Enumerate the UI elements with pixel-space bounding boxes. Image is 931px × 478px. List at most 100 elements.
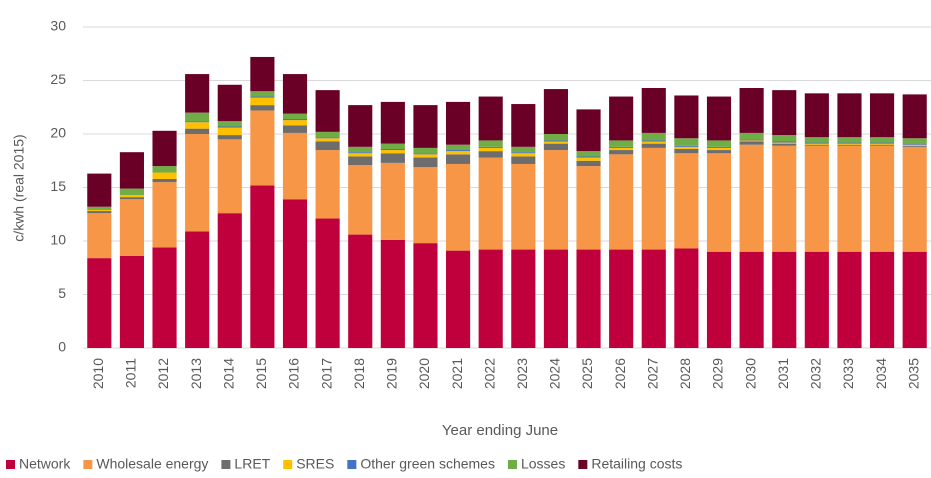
bar-segment [413, 167, 438, 244]
x-tick-label: 2019 [384, 358, 400, 389]
bar-segment [706, 140, 732, 147]
x-tick-label: 2025 [579, 358, 595, 389]
x-tick-label: 2015 [253, 358, 269, 389]
legend-label: Network [19, 456, 71, 472]
bar-segment [413, 243, 438, 348]
bar-segment [576, 249, 601, 348]
bar-segment [674, 138, 699, 146]
bar-segment [641, 147, 666, 250]
bar-segment [739, 140, 764, 142]
bar-segment [478, 147, 503, 152]
bar-segment [902, 143, 927, 145]
bar-segment [870, 93, 895, 138]
bar-segment [641, 141, 666, 144]
bar-segment [641, 143, 666, 148]
y-tick-label: 30 [50, 18, 66, 34]
x-tick-label: 2030 [742, 358, 758, 389]
bar-segment [870, 142, 895, 144]
bar-segment [641, 140, 666, 142]
bar-segment [446, 250, 471, 348]
bar-segment [609, 147, 634, 151]
bar-segment [348, 146, 373, 153]
legend-swatch [221, 460, 231, 469]
bar-segment [315, 90, 340, 132]
legend-label: Retailing costs [591, 456, 682, 472]
x-tick-label: 2013 [188, 358, 204, 389]
bar-segment [837, 143, 862, 145]
x-tick-label: 2016 [286, 358, 302, 389]
legend-label: LRET [234, 456, 270, 472]
bar-segment [837, 144, 862, 146]
bar-segment [119, 197, 144, 200]
bar-segment [185, 74, 210, 113]
bar-segment [511, 153, 536, 157]
bar-segment [706, 251, 732, 348]
bar-segment [478, 157, 503, 250]
bar-segment [185, 134, 210, 232]
x-tick-label: 2021 [449, 358, 465, 389]
bar-segment [185, 112, 210, 122]
bar-segment [772, 142, 797, 144]
bar-segment [870, 145, 895, 252]
bar-segment [348, 105, 373, 147]
bar-segment [185, 231, 210, 348]
x-tick-label: 2027 [644, 358, 660, 389]
bar-segment [250, 185, 275, 348]
bar-segment [282, 120, 308, 126]
bar-segment [87, 206, 112, 210]
bar-segment [674, 146, 699, 149]
bar-segment [282, 132, 308, 200]
bar-segment [804, 142, 829, 144]
bar-segment [804, 93, 829, 138]
bar-segment [641, 132, 666, 141]
bar-segment [348, 234, 373, 348]
bar-segment [446, 101, 471, 145]
y-tick-label: 20 [50, 125, 66, 141]
legend-label: Losses [521, 456, 565, 472]
bar-segment [543, 89, 568, 134]
bar-segment [152, 247, 177, 348]
y-tick-label: 10 [50, 232, 66, 248]
bar-segment [576, 156, 601, 158]
bar-segment [315, 141, 340, 151]
x-tick-label: 2017 [318, 358, 334, 389]
bar-segment [315, 137, 340, 139]
bar-segment [804, 145, 829, 252]
bar-segment [348, 153, 373, 157]
bar-segment [348, 152, 373, 154]
bar-segment [772, 143, 797, 146]
x-axis-label: Year ending June [442, 422, 558, 439]
bar-segment [413, 153, 438, 155]
bar-segment [478, 146, 503, 148]
x-tick-label: 2024 [547, 358, 563, 389]
bar-segment [902, 94, 927, 139]
legend-swatch [347, 460, 357, 469]
bar-segment [543, 134, 568, 141]
bar-segment [739, 87, 764, 133]
bar-segment [543, 143, 568, 151]
x-tick-label: 2035 [905, 358, 921, 389]
bar-segment [380, 150, 405, 154]
bar-segment [902, 144, 927, 146]
bar-segment [674, 95, 699, 139]
legend-swatch [578, 460, 588, 469]
bar-segment [478, 151, 503, 158]
bar-segment [446, 151, 471, 155]
bar-segment [185, 128, 210, 134]
bar-segment [706, 153, 732, 252]
bar-segment [739, 139, 764, 141]
x-tick-label: 2033 [840, 358, 856, 389]
bar-segment [217, 126, 242, 128]
bar-segment [282, 74, 308, 114]
bar-segment [217, 127, 242, 136]
bar-segment [152, 178, 177, 183]
x-tick-label: 2028 [677, 358, 693, 389]
x-tick-label: 2026 [612, 358, 628, 389]
bar-segment [674, 145, 699, 147]
x-tick-label: 2011 [123, 358, 139, 388]
legend-swatch [83, 460, 93, 469]
bar-segment [87, 209, 112, 212]
bar-segment [674, 148, 699, 154]
bar-segment [902, 251, 927, 348]
